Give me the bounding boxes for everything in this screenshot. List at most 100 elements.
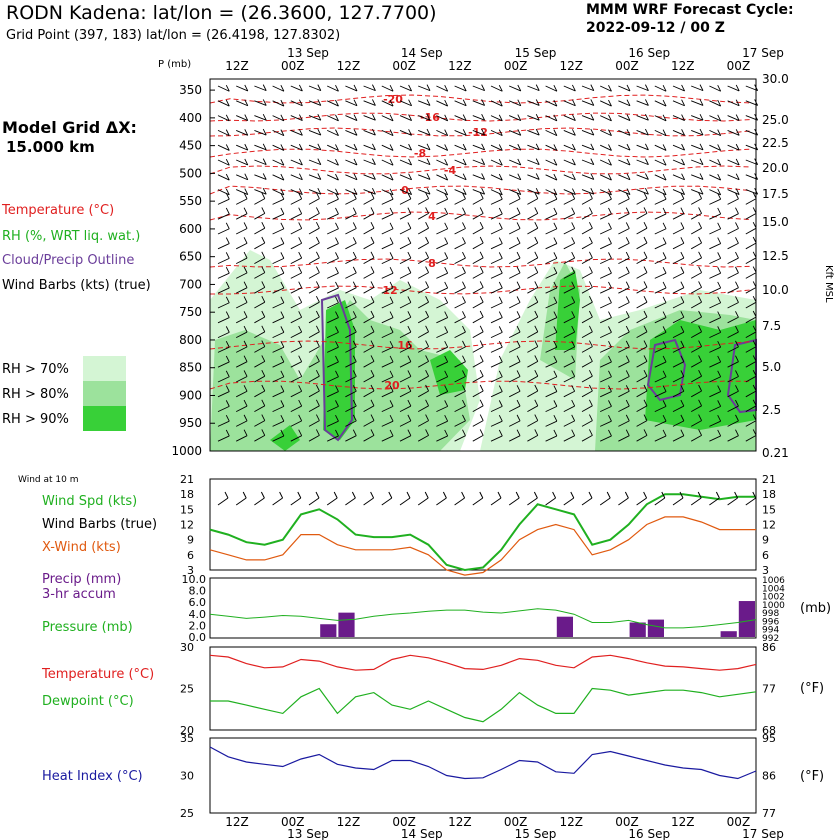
wind-barb — [563, 189, 576, 195]
wind-barb — [745, 390, 757, 398]
wind-barb — [553, 144, 558, 151]
wind-barb — [490, 257, 503, 265]
wind-barb — [335, 429, 339, 437]
wind-barb — [581, 144, 594, 151]
wind-barb — [618, 174, 631, 181]
wind-barb — [481, 99, 486, 106]
wind-barb — [290, 100, 303, 107]
wind-barb — [727, 272, 739, 279]
wind-barb — [254, 144, 267, 151]
wind-barb — [698, 399, 702, 407]
wind-barb — [709, 198, 721, 205]
wind-barb — [643, 414, 648, 421]
wind-barb — [327, 376, 339, 383]
time-tick-top: 12Z — [337, 59, 361, 73]
wind-barb — [527, 129, 540, 136]
wind-barb — [698, 384, 702, 392]
wind-barb — [680, 192, 685, 200]
wind-barb — [745, 257, 757, 264]
wind-barb — [317, 114, 322, 121]
wind-barb — [225, 370, 230, 377]
wind-barb — [454, 287, 466, 294]
wind-barb — [399, 129, 412, 136]
wind-barb — [508, 361, 521, 368]
time-tick-top: 12Z — [560, 59, 584, 73]
wind-barb — [244, 129, 249, 136]
wind-barb — [490, 129, 503, 137]
wind-barb — [581, 227, 593, 235]
wind-barb — [672, 144, 685, 151]
wind-barb — [680, 296, 685, 303]
surface-wind-barb — [388, 491, 393, 499]
wind-barb — [662, 129, 667, 136]
wind-barb — [698, 310, 702, 318]
wind-barb — [425, 369, 429, 377]
surface-wind-barb — [461, 491, 466, 499]
wind-barb — [363, 242, 375, 250]
wind-barb — [254, 159, 267, 166]
wind-barb — [498, 207, 503, 215]
wind-barb — [654, 115, 667, 122]
wind-barb — [508, 198, 521, 205]
wind-barb — [608, 222, 612, 229]
wind-barb — [571, 325, 576, 333]
precip-frame — [209, 577, 757, 639]
wind-barb — [454, 159, 467, 166]
wind-barb — [372, 173, 376, 180]
wind-barb — [389, 252, 394, 259]
wind-barb — [727, 435, 739, 442]
precip-tick: 8.0 — [189, 585, 207, 598]
wind-barb — [454, 100, 467, 107]
date-label-bottom: 15 Sep — [515, 827, 557, 840]
wind-barb — [545, 361, 558, 368]
heat-index-line-1 — [209, 746, 757, 780]
wind-barb — [581, 390, 593, 398]
wind-barb — [690, 213, 702, 220]
wind-barb — [545, 100, 558, 107]
wind-tick-right: 6 — [762, 549, 769, 562]
wind-barb — [563, 287, 575, 294]
wind-barb — [335, 192, 339, 200]
wind-barb — [508, 257, 521, 265]
wind-barb — [490, 243, 503, 250]
height-tick: 5.0 — [762, 360, 781, 374]
wind-barb — [745, 272, 757, 279]
wind-barb — [645, 128, 649, 136]
wind-barb — [381, 144, 394, 151]
wind-barb — [225, 222, 230, 229]
date-label-top: 17 Sep — [742, 46, 784, 60]
wind-barb — [236, 189, 248, 195]
pressure-tick: 850 — [179, 361, 202, 375]
wind-tick-right: 18 — [762, 488, 776, 501]
wind-barb — [315, 295, 320, 303]
wind-barb — [545, 420, 558, 427]
wind-barb — [672, 242, 685, 250]
wind-barb — [645, 114, 649, 121]
wind-barb — [243, 414, 248, 422]
wind-barb — [243, 325, 248, 333]
wind-barb — [735, 129, 740, 136]
wind-barb — [498, 311, 503, 318]
wind-barb — [372, 143, 376, 151]
wind-barb — [444, 85, 449, 92]
wind-barb — [735, 192, 739, 200]
wind-barb — [254, 227, 266, 235]
wind-barb — [417, 316, 429, 324]
surface-wind-barb — [618, 497, 629, 506]
surface-wind-barb — [588, 491, 593, 499]
wind-barb — [654, 257, 667, 265]
wind-barb — [370, 281, 375, 288]
wind-barb — [618, 144, 631, 151]
wind-barb — [236, 129, 248, 136]
wind-barb — [254, 85, 267, 92]
wind-barb — [353, 99, 358, 106]
wind-barb — [727, 346, 739, 353]
surface-wind-barb — [308, 497, 320, 506]
surface-wind-barb — [315, 491, 320, 499]
wind-barb — [462, 340, 466, 348]
wind-barb — [454, 242, 466, 250]
wind-barb — [581, 272, 593, 279]
wind-barb — [472, 375, 484, 383]
wind-barb — [735, 251, 739, 259]
wind-barb — [735, 222, 739, 229]
